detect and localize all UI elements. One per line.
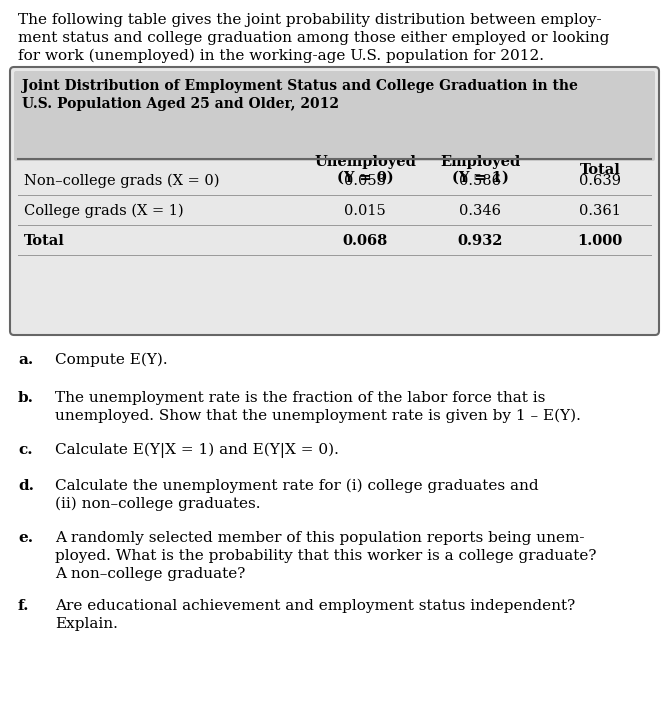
Text: Employed: Employed: [440, 155, 520, 169]
Text: A non–college graduate?: A non–college graduate?: [55, 567, 246, 581]
Text: Calculate the unemployment rate for (i) college graduates and: Calculate the unemployment rate for (i) …: [55, 479, 539, 493]
Text: a.: a.: [18, 353, 34, 367]
Text: (Y = 0): (Y = 0): [337, 171, 393, 185]
Text: College grads (X = 1): College grads (X = 1): [24, 204, 184, 218]
Text: e.: e.: [18, 531, 33, 545]
FancyBboxPatch shape: [14, 71, 655, 161]
Text: for work (unemployed) in the working-age U.S. population for 2012.: for work (unemployed) in the working-age…: [18, 49, 544, 64]
Text: ment status and college graduation among those either employed or looking: ment status and college graduation among…: [18, 31, 609, 45]
Text: A randomly selected member of this population reports being unem-: A randomly selected member of this popul…: [55, 531, 584, 545]
Text: 0.361: 0.361: [579, 204, 621, 218]
FancyBboxPatch shape: [10, 67, 659, 335]
Text: 0.346: 0.346: [459, 204, 501, 218]
Text: ployed. What is the probability that this worker is a college graduate?: ployed. What is the probability that thi…: [55, 549, 597, 563]
Text: Compute E(Y).: Compute E(Y).: [55, 353, 168, 367]
Text: f.: f.: [18, 599, 30, 613]
Text: Are educational achievement and employment status independent?: Are educational achievement and employme…: [55, 599, 575, 613]
Text: b.: b.: [18, 391, 34, 405]
Text: (ii) non–college graduates.: (ii) non–college graduates.: [55, 497, 260, 511]
Text: Total: Total: [580, 163, 621, 177]
Text: Unemployed: Unemployed: [314, 155, 416, 169]
Text: Explain.: Explain.: [55, 617, 118, 631]
Text: 0.639: 0.639: [579, 174, 621, 188]
Text: 0.068: 0.068: [342, 234, 388, 248]
Text: d.: d.: [18, 479, 34, 493]
Text: 0.053: 0.053: [344, 174, 386, 188]
Text: Non–college grads (X = 0): Non–college grads (X = 0): [24, 174, 219, 189]
Text: 1.000: 1.000: [577, 234, 623, 248]
Text: 0.932: 0.932: [457, 234, 503, 248]
Text: The following table gives the joint probability distribution between employ-: The following table gives the joint prob…: [18, 13, 602, 27]
Text: Joint Distribution of Employment Status and College Graduation in the: Joint Distribution of Employment Status …: [22, 79, 578, 93]
Text: unemployed. Show that the unemployment rate is given by 1 – E(Y).: unemployed. Show that the unemployment r…: [55, 409, 581, 424]
Text: 0.015: 0.015: [344, 204, 386, 218]
Text: U.S. Population Aged 25 and Older, 2012: U.S. Population Aged 25 and Older, 2012: [22, 97, 339, 111]
Text: Total: Total: [24, 234, 65, 248]
Text: c.: c.: [18, 443, 33, 457]
Text: The unemployment rate is the fraction of the labor force that is: The unemployment rate is the fraction of…: [55, 391, 546, 405]
Text: Calculate E(Y|X = 1) and E(Y|X = 0).: Calculate E(Y|X = 1) and E(Y|X = 0).: [55, 443, 339, 458]
Text: (Y = 1): (Y = 1): [452, 171, 509, 185]
Text: 0.586: 0.586: [459, 174, 501, 188]
